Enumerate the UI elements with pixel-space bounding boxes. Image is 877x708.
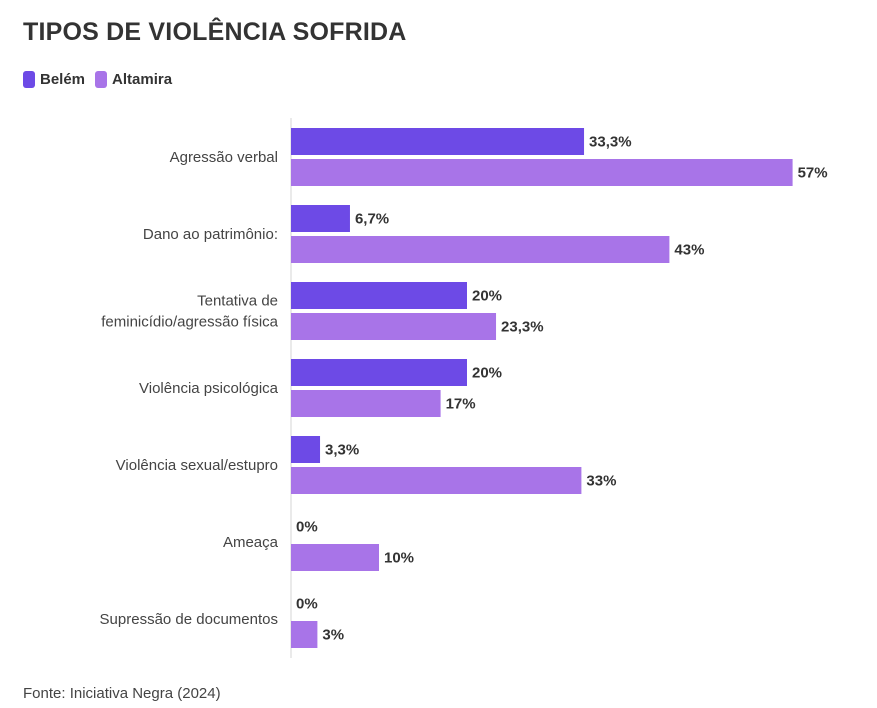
data-label: 57% [798, 165, 828, 182]
data-label: 43% [674, 242, 704, 259]
legend-item-belem[interactable]: Belém [23, 71, 85, 88]
legend-item-altamira[interactable]: Altamira [95, 71, 172, 88]
data-label: 3% [322, 627, 344, 644]
bar-altamira[interactable] [291, 390, 441, 417]
bar-altamira[interactable] [291, 467, 582, 494]
category-label: Supressão de documentos [100, 611, 278, 628]
bar-altamira[interactable] [291, 313, 497, 340]
chart-title: TIPOS DE VIOLÊNCIA SOFRIDA [23, 18, 407, 46]
bar-belem[interactable] [291, 205, 350, 232]
data-label: 33% [586, 473, 616, 490]
bar-belem[interactable] [291, 282, 467, 309]
category-label: Dano ao patrimônio: [143, 226, 278, 243]
bar-altamira[interactable] [291, 236, 670, 263]
category-label: Tentativa de feminicídio/agressão física [101, 293, 278, 331]
data-label: 20% [472, 288, 502, 305]
bar-belem[interactable] [291, 128, 585, 155]
data-label: 10% [384, 550, 414, 567]
bar-belem[interactable] [291, 359, 467, 386]
data-label: 6,7% [355, 211, 389, 228]
data-label: 20% [472, 365, 502, 382]
data-label: 0% [296, 596, 318, 613]
bar-altamira[interactable] [291, 159, 793, 186]
source-note: Fonte: Iniciativa Negra (2024) [23, 685, 221, 702]
category-label: Agressão verbal [170, 149, 278, 166]
data-label: 33,3% [589, 134, 632, 151]
legend-label-altamira: Altamira [112, 71, 173, 88]
category-label: Ameaça [223, 534, 279, 551]
bar-belem[interactable] [291, 436, 321, 463]
legend-swatch-belem [23, 71, 35, 88]
legend-label-belem: Belém [40, 71, 86, 88]
data-label: 3,3% [325, 442, 359, 459]
legend-swatch-altamira [95, 71, 108, 88]
data-label: 23,3% [501, 319, 544, 336]
bar-altamira[interactable] [291, 544, 379, 571]
data-label: 0% [296, 519, 318, 536]
legend: Belém Altamira [23, 71, 182, 88]
category-label: Violência sexual/estupro [116, 457, 278, 474]
bar-altamira[interactable] [291, 621, 318, 648]
data-label: 17% [446, 396, 476, 413]
category-label: Violência psicológica [139, 380, 279, 397]
